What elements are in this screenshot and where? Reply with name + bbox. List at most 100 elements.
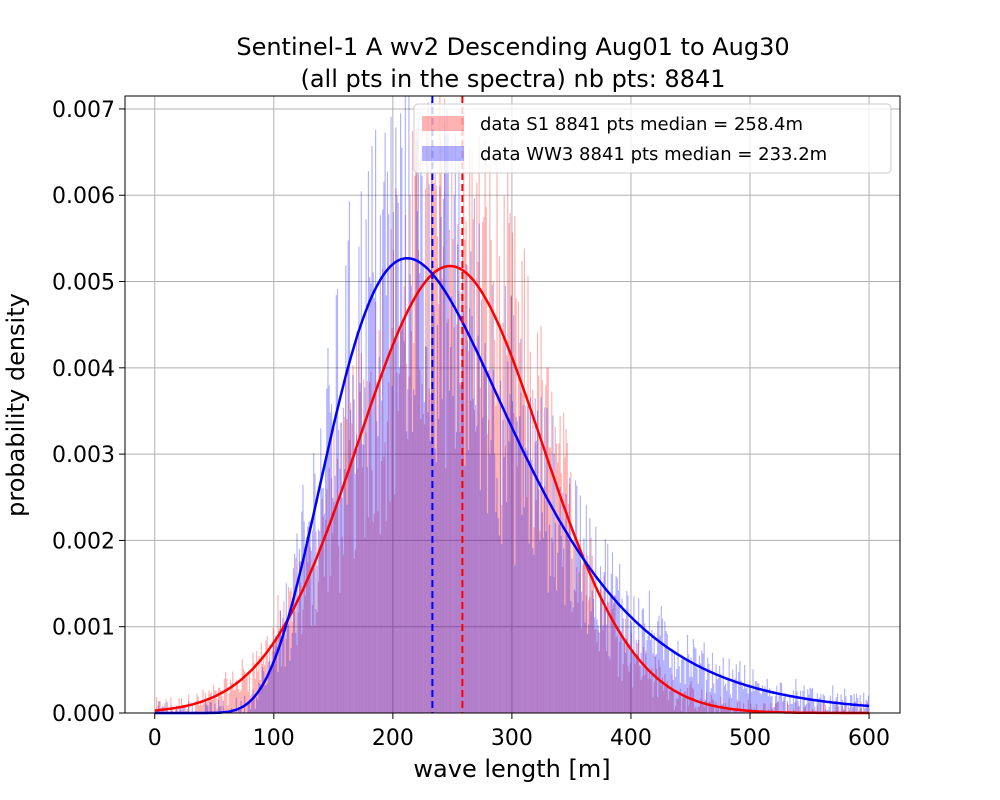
hist-bar-s1 xyxy=(225,671,227,713)
hist-bar-s1 xyxy=(403,286,405,713)
hist-bar-ww3 xyxy=(802,690,804,713)
hist-bar-ww3 xyxy=(771,695,773,713)
hist-bar-ww3 xyxy=(707,657,709,713)
hist-bar-ww3 xyxy=(792,690,795,713)
hist-bar-s1 xyxy=(215,690,217,713)
hist-bar-ww3 xyxy=(380,400,383,713)
hist-bar-ww3 xyxy=(515,417,517,713)
fit-curve-ww3 xyxy=(154,256,870,715)
hist-bar-s1 xyxy=(733,709,735,713)
hist-bar-s1 xyxy=(214,690,216,713)
hist-bar-ww3 xyxy=(622,618,624,713)
hist-bar-ww3 xyxy=(344,469,346,713)
hist-bar-s1 xyxy=(305,543,308,713)
hist-bar-ww3 xyxy=(665,631,667,713)
hist-bar-ww3 xyxy=(553,453,555,713)
hist-bar-ww3 xyxy=(289,660,291,713)
hist-bar-s1 xyxy=(200,702,202,713)
hist-bar-s1 xyxy=(622,664,624,713)
hist-bar-s1 xyxy=(319,547,321,713)
hist-bar-ww3 xyxy=(634,656,636,713)
hist-bar-ww3 xyxy=(301,511,303,713)
hist-bar-s1 xyxy=(288,586,290,713)
hist-bar-ww3 xyxy=(207,705,209,713)
hist-bar-ww3 xyxy=(638,598,640,713)
hist-bar-ww3 xyxy=(400,113,402,714)
hist-bar-s1 xyxy=(295,557,297,713)
hist-bar-s1 xyxy=(501,505,503,713)
hist-bar-s1 xyxy=(292,596,295,713)
hist-bar-s1 xyxy=(361,467,364,713)
hist-bar-ww3 xyxy=(567,539,570,713)
hist-bar-s1 xyxy=(428,387,430,713)
hist-bar-ww3 xyxy=(695,648,697,713)
hist-bar-s1 xyxy=(557,462,559,713)
hist-bar-ww3 xyxy=(503,457,505,713)
hist-bar-s1 xyxy=(657,697,659,713)
hist-bar-s1 xyxy=(158,701,160,713)
hist-bar-s1 xyxy=(646,670,648,713)
hist-bar-s1 xyxy=(198,705,200,713)
hist-bar-s1 xyxy=(598,651,600,713)
hist-bar-ww3 xyxy=(427,412,429,713)
hist-bar-ww3 xyxy=(284,666,286,713)
hist-bar-s1 xyxy=(279,610,281,713)
hist-bar-s1 xyxy=(204,692,206,713)
hist-bar-ww3 xyxy=(794,702,796,713)
hist-bar-ww3 xyxy=(363,445,365,713)
hist-bar-ww3 xyxy=(341,497,343,713)
hist-bar-s1 xyxy=(345,370,347,713)
hist-bar-ww3 xyxy=(367,171,370,714)
x-tick-label: 300 xyxy=(491,726,533,751)
hist-bar-ww3 xyxy=(683,658,685,713)
hist-bar-s1 xyxy=(366,381,368,713)
x-tick-label: 100 xyxy=(253,726,295,751)
hist-bar-s1 xyxy=(441,278,443,713)
hist-bar-s1 xyxy=(175,708,177,713)
hist-bar-s1 xyxy=(566,443,568,713)
hist-bar-s1 xyxy=(569,484,571,713)
hist-bar-s1 xyxy=(453,327,455,713)
hist-bar-s1 xyxy=(222,705,224,713)
hist-bar-s1 xyxy=(284,634,286,713)
hist-bar-s1 xyxy=(496,161,498,713)
hist-bar-s1 xyxy=(445,468,447,713)
hist-bar-ww3 xyxy=(292,568,295,713)
hist-bar-ww3 xyxy=(825,709,827,713)
hist-bar-ww3 xyxy=(517,440,520,713)
hist-bar-s1 xyxy=(422,413,424,713)
hist-bar-ww3 xyxy=(528,543,530,713)
hist-bar-s1 xyxy=(155,697,158,713)
hist-bar-ww3 xyxy=(321,488,323,713)
hist-bar-s1 xyxy=(597,630,599,713)
hist-bar-ww3 xyxy=(732,669,734,713)
hist-bar-s1 xyxy=(485,206,487,713)
hist-bar-ww3 xyxy=(398,367,400,713)
hist-bar-s1 xyxy=(495,405,497,713)
hist-bar-s1 xyxy=(633,653,635,713)
hist-bar-ww3 xyxy=(441,398,443,713)
hist-bar-ww3 xyxy=(366,467,368,713)
hist-bar-s1 xyxy=(609,659,611,713)
hist-bar-ww3 xyxy=(571,558,573,713)
hist-bar-ww3 xyxy=(408,96,410,713)
hist-bar-ww3 xyxy=(755,681,758,713)
hist-bar-s1 xyxy=(727,709,729,713)
hist-bar-s1 xyxy=(632,687,634,713)
hist-bar-s1 xyxy=(750,703,752,713)
hist-bar-s1 xyxy=(378,330,380,713)
hist-bar-ww3 xyxy=(641,609,643,713)
hist-bar-s1 xyxy=(560,473,562,713)
hist-bar-ww3 xyxy=(298,548,300,713)
hist-bar-s1 xyxy=(435,185,437,714)
hist-bar-s1 xyxy=(405,363,408,713)
hist-bar-ww3 xyxy=(440,217,442,714)
hist-bar-ww3 xyxy=(278,631,280,713)
hist-bar-s1 xyxy=(388,382,390,713)
hist-bar-s1 xyxy=(576,566,578,713)
hist-bar-ww3 xyxy=(279,610,281,713)
hist-bar-s1 xyxy=(444,98,446,713)
hist-bar-s1 xyxy=(571,611,573,713)
hist-bar-ww3 xyxy=(536,410,539,713)
hist-bar-ww3 xyxy=(698,655,700,713)
